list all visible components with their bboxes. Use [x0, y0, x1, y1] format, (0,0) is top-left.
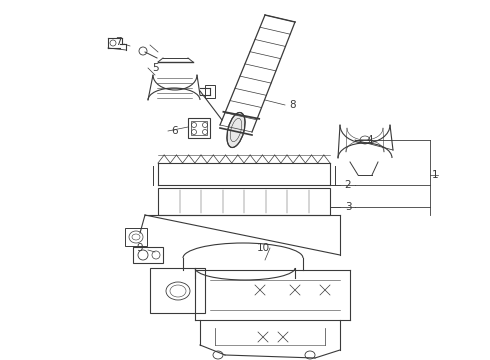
- Text: 3: 3: [344, 202, 351, 212]
- Text: 1: 1: [432, 170, 439, 180]
- Bar: [158, 188, 330, 215]
- Bar: [205, 85, 215, 98]
- Text: 2: 2: [344, 180, 351, 190]
- Text: 6: 6: [172, 126, 178, 136]
- Ellipse shape: [227, 112, 245, 148]
- Bar: [150, 268, 205, 313]
- Bar: [191, 121, 207, 135]
- Text: 4: 4: [367, 135, 373, 145]
- Bar: [133, 247, 163, 263]
- Text: 5: 5: [152, 63, 158, 73]
- Text: 8: 8: [290, 100, 296, 110]
- Text: 9: 9: [137, 243, 143, 253]
- Text: 10: 10: [256, 243, 270, 253]
- Bar: [125, 228, 147, 246]
- Bar: [188, 118, 210, 138]
- Text: 7: 7: [115, 37, 122, 47]
